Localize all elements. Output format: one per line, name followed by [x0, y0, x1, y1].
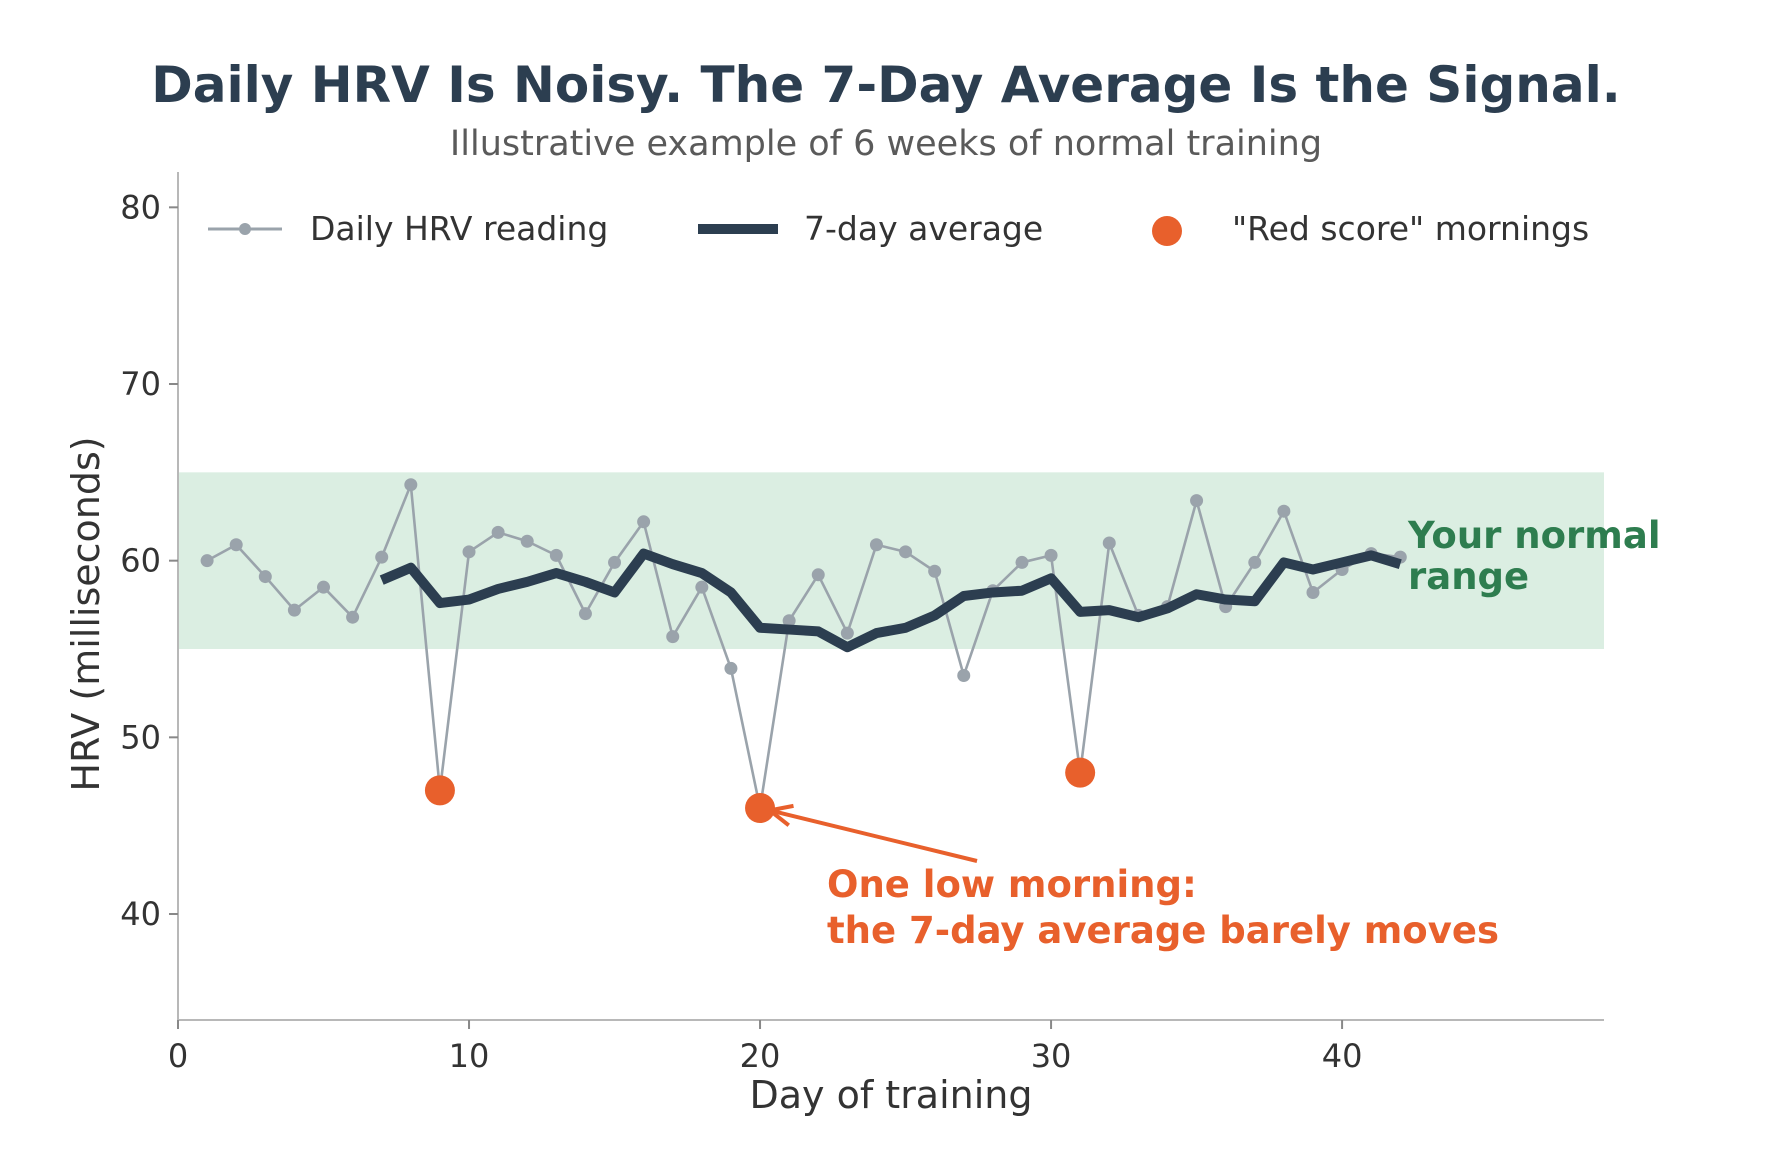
legend: Daily HRV reading 7-day average "Red sco… [208, 209, 1589, 248]
daily-hrv-point [637, 515, 651, 529]
daily-hrv-point [549, 548, 563, 562]
daily-hrv-point [520, 534, 534, 548]
daily-hrv-point [695, 580, 709, 594]
legend-red-score-label: "Red score" mornings [1232, 209, 1589, 248]
daily-hrv-point [1102, 536, 1116, 550]
x-tick-label: 0 [168, 1037, 188, 1075]
daily-hrv-point [287, 603, 301, 617]
legend-daily-marker [239, 223, 251, 235]
y-tick-label: 70 [120, 365, 161, 403]
y-axis-label: HRV (milliseconds) [64, 436, 108, 791]
daily-hrv-point [928, 564, 942, 578]
daily-hrv-line [206, 483, 1401, 810]
red-score-point [745, 793, 776, 823]
annotation-text: One low morning: [827, 863, 1197, 906]
daily-hrv-point [346, 610, 360, 624]
annotation-arrow-head [765, 803, 794, 827]
daily-hrv-point [317, 580, 331, 594]
daily-hrv-point [491, 525, 505, 539]
annotation-arrow-shaft [771, 808, 978, 863]
annotation-text: the 7-day average barely moves [827, 909, 1499, 952]
daily-hrv-point [229, 538, 243, 552]
x-tick-label: 40 [1322, 1037, 1363, 1075]
daily-hrv-point [608, 555, 622, 569]
x-axis-label: Day of training [749, 1073, 1032, 1117]
red-score-point [1065, 757, 1096, 788]
daily-hrv-point [258, 570, 272, 584]
y-tick-label: 60 [120, 542, 161, 580]
legend-daily-label: Daily HRV reading [310, 209, 608, 248]
daily-hrv-point [578, 607, 592, 621]
plot-area: 40 50 60 70 80 0 10 20 30 40 Day of training HRV (m… [64, 172, 1661, 1117]
chart-title: Daily HRV Is Noisy. The 7-Day Average Is… [151, 56, 1620, 114]
x-tick-label: 20 [740, 1037, 781, 1075]
daily-hrv-point [957, 669, 971, 682]
daily-hrv-point [666, 630, 680, 644]
daily-hrv-point [724, 661, 738, 675]
normal-range-label: range [1408, 555, 1529, 598]
daily-hrv-point [899, 545, 913, 559]
daily-hrv-point [200, 554, 214, 568]
daily-hrv-point [1277, 504, 1291, 518]
legend-red-score-marker [1152, 216, 1182, 246]
daily-hrv-point [840, 626, 854, 640]
chart-subtitle: Illustrative example of 6 weeks of norma… [450, 124, 1322, 164]
x-tick-label: 10 [449, 1037, 490, 1075]
daily-hrv-point [811, 568, 825, 582]
daily-hrv-point [462, 545, 476, 559]
daily-hrv-point [1190, 494, 1204, 508]
daily-hrv-point [782, 614, 796, 628]
seven-day-average-line [379, 548, 1402, 653]
normal-range-label: Your normal [1407, 514, 1661, 557]
daily-hrv-point [869, 538, 883, 552]
daily-hrv-point [1015, 555, 1029, 569]
daily-hrv-point [404, 478, 418, 492]
legend-average-label: 7-day average [804, 209, 1043, 248]
red-score-point [424, 775, 455, 806]
y-tick-label: 80 [120, 188, 161, 226]
daily-hrv-point [1248, 555, 1262, 569]
y-tick-label: 50 [120, 718, 161, 756]
daily-hrv-point [1044, 548, 1058, 562]
daily-hrv-point [375, 550, 389, 564]
daily-hrv-point [1306, 585, 1320, 599]
x-tick-label: 30 [1031, 1037, 1072, 1075]
y-tick-label: 40 [120, 895, 161, 933]
